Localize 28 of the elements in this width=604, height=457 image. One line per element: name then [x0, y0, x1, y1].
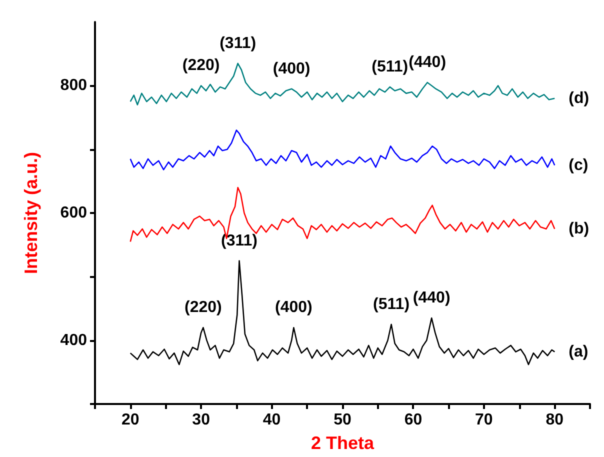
x-tick-label: 50	[334, 412, 352, 428]
annotation: (440)	[412, 290, 450, 307]
y-axis-title: Intensity (a.u.)	[21, 152, 41, 274]
annotation: (511)	[372, 58, 408, 76]
line-series	[130, 130, 556, 170]
series-label: (d)	[568, 90, 590, 107]
x-tick-label: 20	[121, 412, 140, 428]
x-tick-label: 60	[404, 412, 422, 428]
annotation: (400)	[275, 299, 312, 316]
x-tick-label: 40	[262, 412, 281, 428]
annotation: (511)	[373, 296, 410, 313]
y-tick-label: 400	[60, 332, 88, 349]
annotation: (220)	[182, 57, 220, 74]
y-tick-label: 800	[60, 77, 88, 94]
series-label: (a)	[568, 343, 588, 360]
x-tick-label: 70	[475, 412, 493, 428]
annotation: (440)	[408, 54, 446, 71]
x-tick-label: 30	[192, 412, 210, 428]
x-axis-title: 2 Theta	[310, 433, 375, 453]
series-label: (c)	[568, 156, 588, 174]
annotation: (400)	[272, 60, 310, 78]
x-tick-label: 80	[546, 412, 564, 428]
series-label: (b)	[568, 220, 590, 238]
line-series	[130, 260, 556, 366]
annotation: (220)	[184, 299, 222, 316]
annotation: (311)	[220, 34, 256, 52]
y-tick-label: 600	[60, 204, 88, 222]
annotation: (311)	[221, 232, 258, 250]
